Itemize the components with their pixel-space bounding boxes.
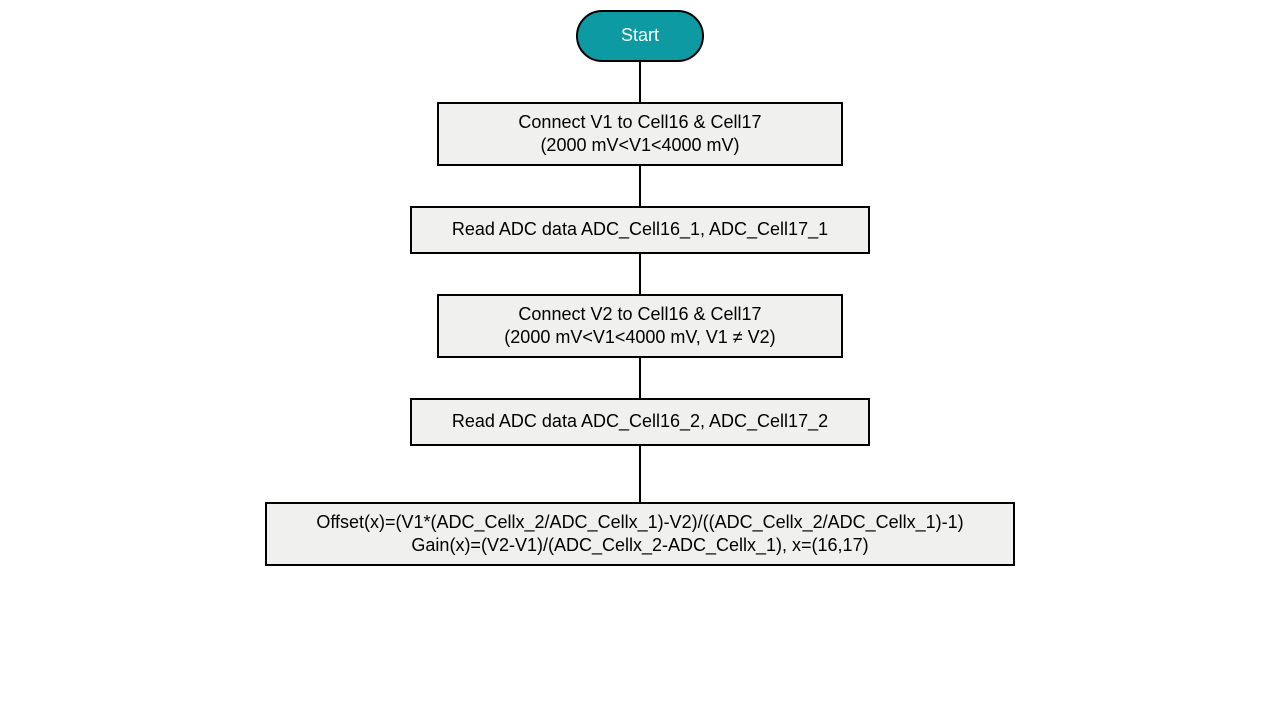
start-node: Start	[576, 10, 704, 62]
connector-3	[639, 358, 641, 398]
process-text: (2000 mV<V1<4000 mV, V1 ≠ V2)	[504, 326, 775, 349]
process-text: (2000 mV<V1<4000 mV)	[540, 134, 739, 157]
process-connect-v1: Connect V1 to Cell16 & Cell17 (2000 mV<V…	[437, 102, 843, 166]
process-text: Read ADC data ADC_Cell16_1, ADC_Cell17_1	[452, 218, 828, 241]
process-text: Gain(x)=(V2-V1)/(ADC_Cellx_2-ADC_Cellx_1…	[411, 534, 868, 557]
process-text: Read ADC data ADC_Cell16_2, ADC_Cell17_2	[452, 410, 828, 433]
connector-0	[639, 62, 641, 102]
process-formulas: Offset(x)=(V1*(ADC_Cellx_2/ADC_Cellx_1)-…	[265, 502, 1015, 566]
process-read-adc-2: Read ADC data ADC_Cell16_2, ADC_Cell17_2	[410, 398, 870, 446]
process-text: Connect V2 to Cell16 & Cell17	[518, 303, 761, 326]
process-connect-v2: Connect V2 to Cell16 & Cell17 (2000 mV<V…	[437, 294, 843, 358]
process-text: Connect V1 to Cell16 & Cell17	[518, 111, 761, 134]
process-read-adc-1: Read ADC data ADC_Cell16_1, ADC_Cell17_1	[410, 206, 870, 254]
process-text: Offset(x)=(V1*(ADC_Cellx_2/ADC_Cellx_1)-…	[316, 511, 963, 534]
start-label: Start	[621, 24, 659, 47]
connector-4	[639, 446, 641, 502]
connector-2	[639, 254, 641, 294]
connector-1	[639, 166, 641, 206]
flowchart-container: Start Connect V1 to Cell16 & Cell17 (200…	[265, 10, 1015, 566]
